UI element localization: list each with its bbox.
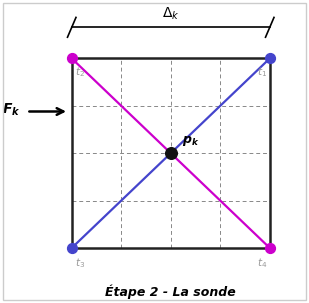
Text: Étape 2 - La sonde: Étape 2 - La sonde <box>105 285 236 299</box>
Point <box>267 56 272 61</box>
Point <box>69 245 74 250</box>
Text: $t_1$: $t_1$ <box>257 65 267 79</box>
Text: $\Delta_k$: $\Delta_k$ <box>162 5 180 22</box>
Point <box>69 56 74 61</box>
Text: $t_2$: $t_2$ <box>74 65 84 79</box>
Point <box>168 151 173 156</box>
Text: $t_4$: $t_4$ <box>257 256 267 270</box>
Text: $\bfit{p}_k$: $\bfit{p}_k$ <box>182 134 200 148</box>
Point <box>267 245 272 250</box>
Text: $\bfit{F}_k$: $\bfit{F}_k$ <box>2 102 21 118</box>
Text: $t_3$: $t_3$ <box>74 256 85 270</box>
